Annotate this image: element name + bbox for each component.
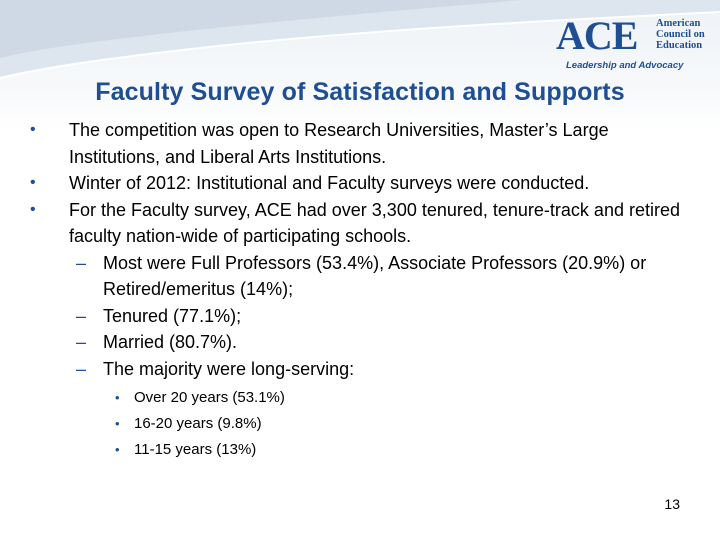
sub-bullet-text: Most were Full Professors (53.4%), Assoc… <box>103 252 647 300</box>
sub-bullet-item: – Married (80.7%). <box>26 329 696 356</box>
sub-sub-bullet-item: • 11-15 years (13%) <box>26 437 696 463</box>
bullet-text: For the Faculty survey, ACE had over 3,3… <box>69 199 680 247</box>
bullet-text: The competition was open to Research Uni… <box>69 120 609 167</box>
logo-org-line: Council on <box>656 29 705 40</box>
slide-title: Faculty Survey of Satisfaction and Suppo… <box>95 78 625 106</box>
logo-org-line: Education <box>656 40 703 51</box>
sub-sub-bullet-text: 16-20 years (9.8%) <box>134 415 262 432</box>
sub-bullet-item: – The majority were long-serving: <box>26 356 696 383</box>
ace-logo: ACE American Council on Education Leader… <box>556 14 706 74</box>
sub-bullet-text: The majority were long-serving: <box>103 358 355 379</box>
sub-sub-bullet-text: Over 20 years (53.1%) <box>134 389 285 406</box>
page-number: 13 <box>664 496 680 512</box>
logo-mark: ACE <box>556 13 638 58</box>
logo-org-name: American Council on Education <box>656 18 705 51</box>
dash-marker: – <box>76 252 87 273</box>
bullet-marker: • <box>115 442 120 457</box>
bullet-marker: • <box>115 390 120 405</box>
sub-sub-bullet-item: • 16-20 years (9.8%) <box>26 411 696 437</box>
bullet-marker: • <box>115 416 120 431</box>
sub-bullet-item: – Tenured (77.1%); <box>26 303 696 330</box>
header-swoosh-decoration <box>0 0 720 79</box>
sub-bullet-item: – Most were Full Professors (53.4%), Ass… <box>26 250 696 303</box>
dash-marker: – <box>76 305 87 326</box>
bullet-marker: • <box>30 200 36 218</box>
dash-marker: – <box>76 358 87 379</box>
logo-tagline: Leadership and Advocacy <box>566 60 684 71</box>
logo-org-line: American <box>656 18 701 29</box>
dash-marker: – <box>76 332 87 352</box>
bullet-item: • For the Faculty survey, ACE had over 3… <box>26 197 696 250</box>
bullet-marker: • <box>30 121 36 138</box>
slide-body: • The competition was open to Research U… <box>26 117 696 463</box>
sub-bullet-text: Tenured (77.1%); <box>103 305 242 326</box>
sub-sub-bullet-text: 11-15 years (13%) <box>134 441 257 458</box>
bullet-marker: • <box>30 174 36 191</box>
sub-bullet-text: Married (80.7%). <box>103 332 238 352</box>
bullet-item: • The competition was open to Research U… <box>26 117 696 170</box>
bullet-item: • Winter of 2012: Institutional and Facu… <box>26 170 696 197</box>
bullet-text: Winter of 2012: Institutional and Facult… <box>69 173 590 193</box>
sub-sub-bullet-item: • Over 20 years (53.1%) <box>26 385 696 411</box>
